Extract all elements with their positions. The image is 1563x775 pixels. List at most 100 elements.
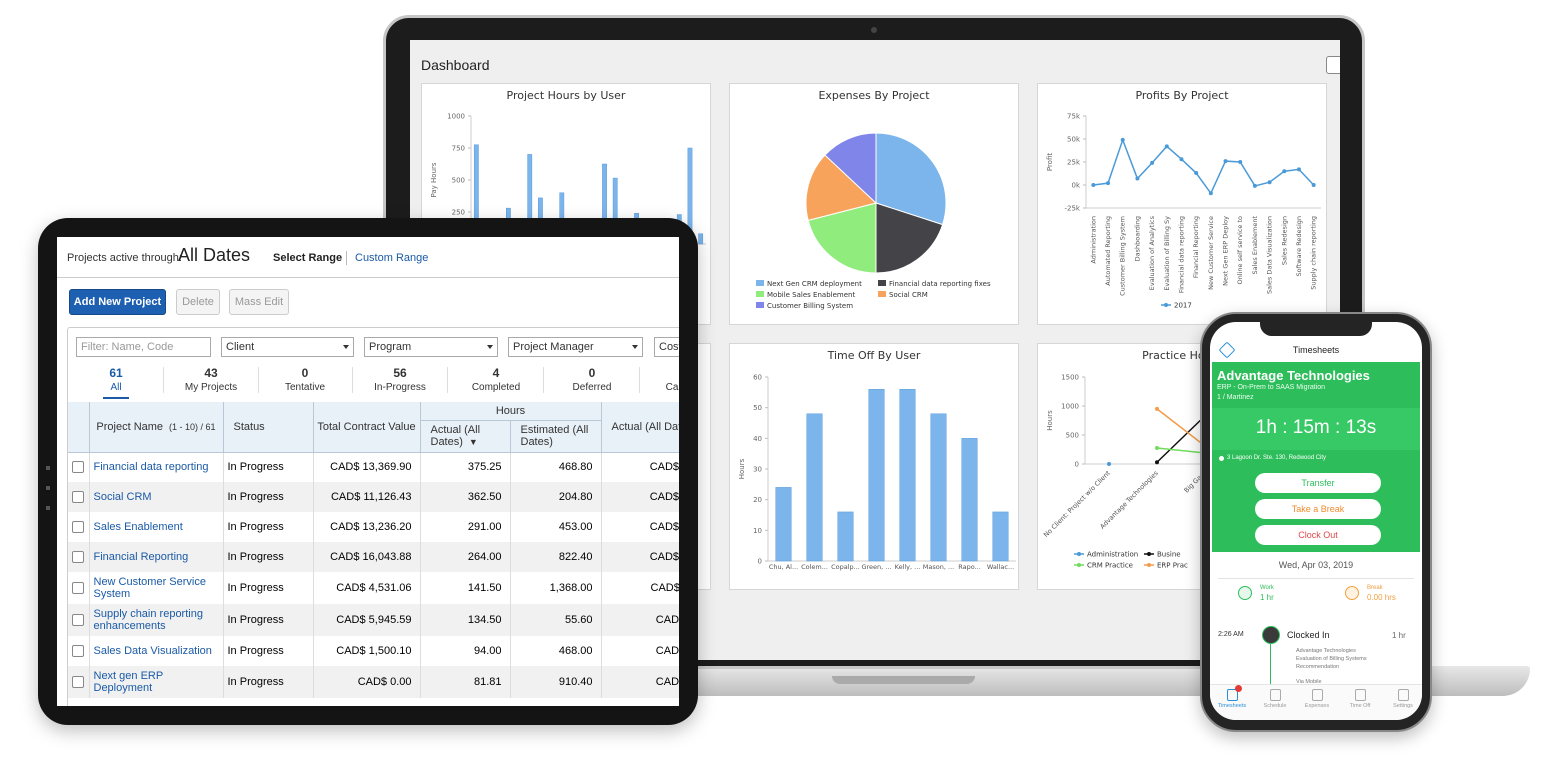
clock-out-button[interactable]: Clock Out (1255, 525, 1381, 545)
y-tick-label: 60 (753, 374, 762, 382)
nav-label[interactable]: Timesheets (1217, 703, 1247, 709)
edit-button[interactable] (1326, 56, 1340, 74)
nav-label[interactable]: Settings (1393, 703, 1413, 709)
active-label: Projects active through: (67, 252, 182, 264)
project-link[interactable]: Next gen ERP Deployment (89, 666, 224, 698)
project-link[interactable]: Financial Reporting (89, 542, 224, 572)
bar (899, 389, 916, 562)
date-rule (1218, 578, 1414, 579)
header-cell[interactable]: Status (223, 402, 314, 453)
green-card (1212, 362, 1420, 552)
tablet-screen: Projects active through: All Dates Selec… (57, 237, 679, 706)
delete-button[interactable]: Delete (176, 289, 220, 315)
chart-panel: Expenses By Project Next Gen CRM deployme… (729, 83, 1019, 325)
x-tick-label: Customer Billing System (1119, 216, 1127, 296)
x-tick-label: Supply chain reporting (1310, 216, 1318, 290)
tab-underline (103, 397, 129, 399)
nav-label[interactable]: Schedule (1263, 703, 1287, 709)
break-button[interactable]: Take a Break (1255, 499, 1381, 519)
task-name: 1 / Martinez (1217, 394, 1254, 401)
checkbox[interactable] (72, 645, 84, 657)
header-group: Hours (420, 402, 602, 421)
x-tick-label: Kelly, ... (895, 563, 921, 571)
x-tick-label: Next Gen ERP Deploy (1222, 216, 1230, 286)
cell: 375.25 (420, 452, 511, 482)
add-project-button[interactable]: Add New Project (69, 289, 166, 315)
select-range[interactable]: Select Range (273, 252, 343, 264)
project-link[interactable]: Sales Enablement (89, 512, 224, 542)
cell: CAD$ 30,5 (601, 482, 679, 512)
pie-slice (805, 154, 878, 222)
project-link[interactable]: New Customer Service System (89, 572, 224, 604)
entry-title: Clocked In (1287, 630, 1330, 640)
nav-icon[interactable] (1227, 689, 1238, 701)
cell (68, 512, 90, 542)
y-tick-label: 75k (1067, 113, 1081, 121)
checkbox[interactable] (72, 582, 84, 594)
status-tab[interactable]: 56 In-Progress (355, 366, 445, 393)
dropdown-arrow (632, 345, 638, 349)
cell (68, 572, 90, 604)
status-tab[interactable]: 61 All (71, 366, 161, 393)
header-cell[interactable]: Actual (All Date (601, 402, 679, 453)
nav-label[interactable]: Expenses (1304, 703, 1330, 709)
mass-edit-button[interactable]: Mass Edit (229, 289, 289, 315)
status-tab[interactable]: 0 Tentative (260, 366, 350, 393)
project-link[interactable]: Sales Data Visualization (89, 636, 224, 666)
table-row: Sales Data Visualization In Progress CAD$ … (68, 636, 679, 666)
filter[interactable]: Program (364, 337, 498, 357)
status-tab[interactable]: Ca (627, 366, 679, 393)
status-tab[interactable]: 4 Completed (451, 366, 541, 393)
filter[interactable]: Client (221, 337, 354, 357)
bar (992, 511, 1009, 562)
nav-icon[interactable] (1270, 689, 1281, 701)
nav-label[interactable]: Time Off (1349, 703, 1371, 709)
project-link[interactable]: Social CRM (89, 482, 224, 512)
status-tab[interactable]: 0 Deferred (547, 366, 637, 393)
header-cell[interactable]: Project Name (1 - 10) / 61 (89, 402, 224, 453)
active-value[interactable]: All Dates (178, 245, 251, 265)
address: 3 Lagoon Dr. Ste. 130, Redwood City (1227, 455, 1327, 461)
cell: 453.00 (510, 512, 602, 542)
transfer-button[interactable]: Transfer (1255, 473, 1381, 493)
nav-bar (1210, 684, 1422, 720)
y-tick-label: 0k (1071, 182, 1080, 190)
cell: CAD$ 5,4 (601, 666, 679, 698)
checkbox[interactable] (72, 614, 84, 626)
checkbox[interactable] (72, 676, 84, 688)
x-tick-label: Evaluation of Analytics (1148, 215, 1156, 290)
checkbox[interactable] (72, 491, 84, 503)
y-tick-label: 0 (1075, 461, 1079, 469)
table-row: Sales Enablement In Progress CAD$ 13,236.2… (68, 512, 679, 542)
project-link[interactable]: Financial data reporting (89, 452, 224, 482)
chart: Time Off By User 0 10 20 30 40 50 60 Hours Chu, A… (738, 349, 1016, 571)
checkbox[interactable] (72, 461, 84, 474)
nav-icon[interactable] (1355, 689, 1366, 701)
header-cell[interactable]: Actual (All Dates) ▼ (420, 420, 511, 453)
header-cell[interactable]: Total Contract Value (313, 402, 421, 453)
cell: CAD$ 5,945.59 (313, 604, 421, 636)
project-link[interactable]: Supply chain reporting enhancements (89, 604, 224, 636)
custom-range[interactable]: Custom Range (355, 252, 429, 264)
checkbox[interactable] (72, 551, 84, 563)
tab-divider (447, 367, 448, 393)
legend-label: Mobile Sales Enablement (767, 291, 855, 299)
checkbox[interactable] (72, 521, 84, 533)
cell (68, 452, 90, 482)
legend-label: Administration (1087, 551, 1138, 559)
filter[interactable]: Cost (654, 337, 679, 357)
filter[interactable]: Filter: Name, Code (76, 337, 211, 357)
cell: 291.00 (420, 512, 511, 542)
status-tab[interactable]: 43 My Projects (166, 366, 256, 393)
x-tick-label: Administration (1089, 216, 1097, 264)
header-cell[interactable]: Estimated (All Dates) (510, 420, 602, 453)
line (1156, 415, 1206, 463)
nav-icon[interactable] (1312, 689, 1323, 701)
chart-title: Time Off By User (827, 349, 921, 362)
point (1106, 181, 1111, 186)
legend-label: CRM Practice (1087, 562, 1133, 570)
filter[interactable]: Project Manager (508, 337, 643, 357)
legend-label: 2017 (1174, 302, 1192, 310)
point (1252, 183, 1257, 188)
nav-icon[interactable] (1398, 689, 1409, 701)
